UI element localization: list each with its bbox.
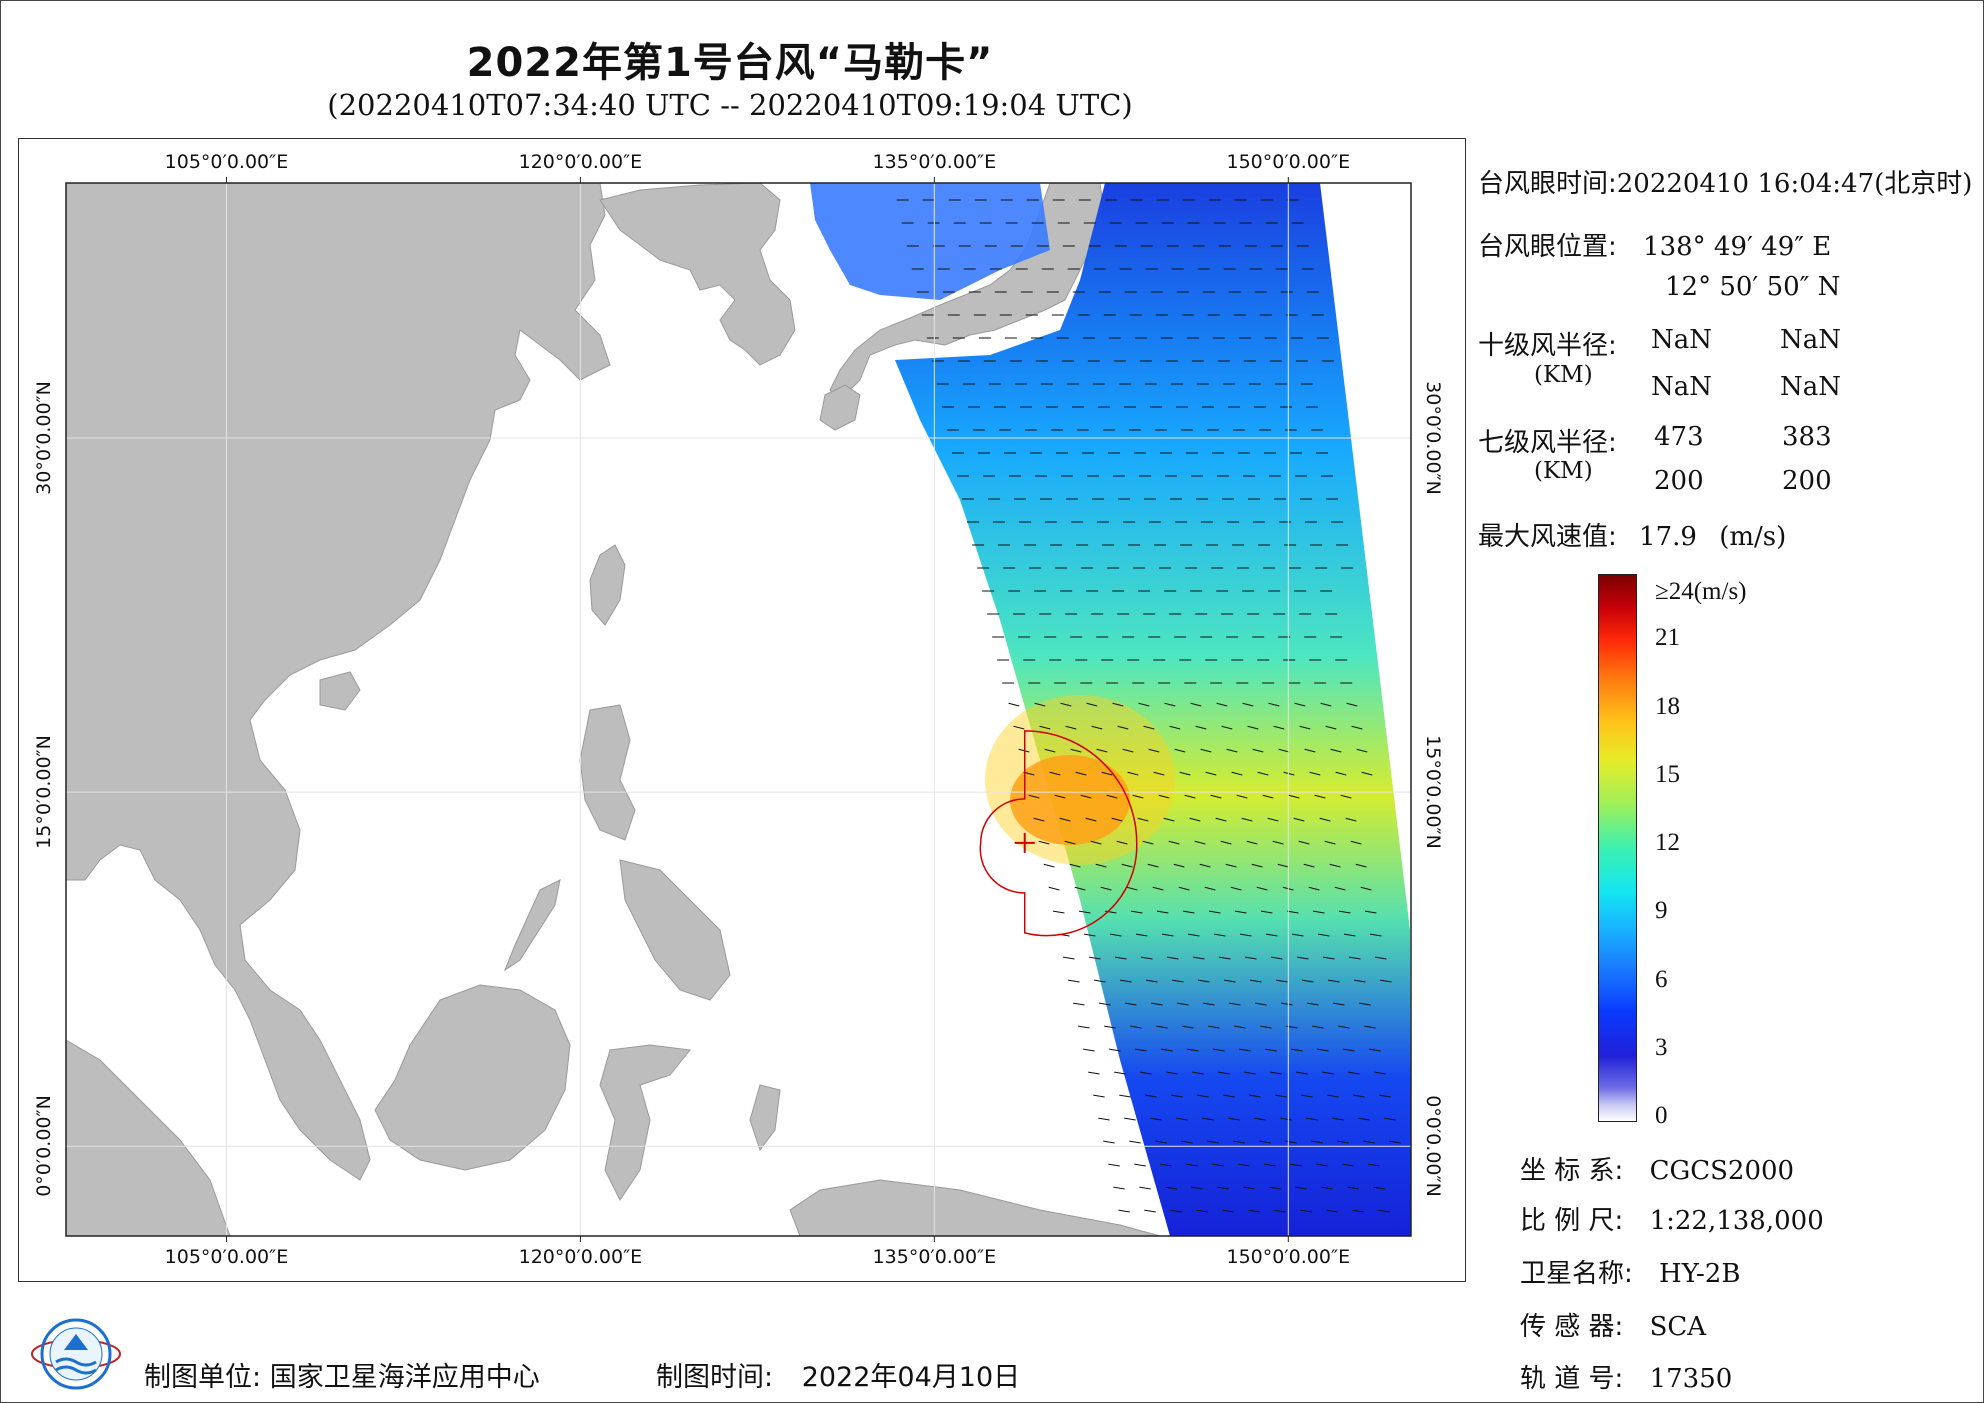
lat-tick-label-right: 30°0′0.00″N (1422, 381, 1444, 495)
r7-label: 七级风半径: (1478, 428, 1617, 458)
colorbar-tick-label: 6 (1655, 965, 1668, 993)
max-wind-row: 最大风速值: 17.9 (m/s) (1478, 516, 1786, 553)
eye-time-row: 台风眼时间:20220410 16:04:47(北京时) (1478, 163, 1972, 200)
land-korea (599, 183, 796, 366)
colorbar-tick-label: 0 (1655, 1102, 1668, 1129)
land-palawan (503, 879, 561, 972)
land-sumatra (66, 1039, 231, 1236)
colorbar-tick-label: 18 (1655, 692, 1680, 720)
lat-tick-label-left: 15°0′0.00″N (33, 735, 55, 849)
r7-value-4: 200 (1782, 466, 1832, 496)
eye-lat-value: 12° 50′ 50″ N (1665, 272, 1841, 302)
r10-value-1: NaN (1651, 325, 1713, 355)
max-wind-unit: (m/s) (1719, 522, 1787, 552)
land-hainan (319, 671, 361, 711)
map-subtitle: (20220410T07:34:40 UTC -- 20220410T09:19… (327, 88, 1133, 122)
land-new-guinea (789, 1179, 1161, 1236)
sensor-label: 传 感 器: (1520, 1312, 1624, 1342)
swath-high-wind-core (1010, 755, 1130, 845)
eye-time-value: 20220410 16:04:47(北京时) (1616, 169, 1973, 199)
satellite-row: 卫星名称: HY-2B (1520, 1253, 1740, 1290)
sensor-value: SCA (1649, 1312, 1707, 1342)
lon-tick-label-top: 105°0′0.00″E (164, 151, 289, 173)
r7-value-3: 200 (1654, 466, 1704, 496)
colorbar-tick-label: 9 (1655, 897, 1668, 925)
footer-org-value: 国家卫星海洋应用中心 (269, 1362, 540, 1393)
r7-value-2: 383 (1782, 422, 1832, 452)
land-mainland (66, 183, 611, 1181)
map-title: 2022年第1号台风“马勒卡” (466, 40, 994, 86)
typhoon-eye-marker (1014, 832, 1035, 853)
wind-colorbar (1598, 574, 1637, 1122)
orbit-label: 轨 道 号: (1520, 1364, 1624, 1394)
r10-unit: (KM) (1534, 362, 1593, 388)
land-borneo (374, 984, 571, 1171)
colorbar-tick-label: 21 (1655, 624, 1680, 652)
crs-label: 坐 标 系: (1520, 1156, 1624, 1186)
lat-tick-label-left: 30°0′0.00″N (33, 381, 55, 495)
footer-date-label: 制图时间: (656, 1362, 774, 1393)
colorbar-tick-label: 15 (1655, 760, 1680, 788)
eye-lon-value: 138° 49′ 49″ E (1643, 232, 1832, 262)
colorbar-tick-label: 3 (1655, 1033, 1668, 1061)
colorbar-top-label: ≥24(m/s) (1655, 578, 1747, 605)
land-layer (66, 183, 1161, 1236)
r10-value-3: NaN (1651, 372, 1713, 402)
orbit-value: 17350 (1649, 1364, 1733, 1394)
lon-tick-label-bottom: 120°0′0.00″E (518, 1246, 643, 1268)
wind-vectors (896, 199, 1401, 1213)
orbit-row: 轨 道 号: 17350 (1520, 1358, 1732, 1395)
footer-date: 制图时间: 2022年04月10日 (656, 1355, 1020, 1394)
lon-tick-label-top: 135°0′0.00″E (872, 151, 997, 173)
lat-tick-label-right: 0°0′0.00″N (1422, 1095, 1444, 1198)
scale-row: 比 例 尺: 1:22,138,000 (1520, 1200, 1824, 1237)
lon-tick-label-top: 120°0′0.00″E (518, 151, 643, 173)
footer-org: 制图单位: 国家卫星海洋应用中心 (144, 1355, 540, 1394)
r10-label: 十级风半径: (1478, 331, 1617, 361)
nsoas-logo-icon (31, 1318, 121, 1390)
eye-pos-label: 台风眼位置: (1478, 232, 1617, 262)
r10-value-2: NaN (1780, 325, 1842, 355)
lon-tick-label-bottom: 150°0′0.00″E (1226, 1246, 1351, 1268)
land-visayas-mindanao (619, 859, 731, 1001)
lon-tick-label-bottom: 135°0′0.00″E (872, 1246, 997, 1268)
graticule (66, 177, 1411, 1242)
typhoon-layer (979, 730, 1138, 937)
lon-tick-label-top: 150°0′0.00″E (1226, 151, 1351, 173)
eye-time-label: 台风眼时间: (1478, 169, 1617, 199)
footer-date-value: 2022年04月10日 (801, 1362, 1021, 1393)
colorbar-tick-label: 12 (1655, 829, 1680, 856)
max-wind-value: 17.9 (1639, 522, 1697, 552)
sensor-row: 传 感 器: SCA (1520, 1306, 1706, 1343)
eye-pos-row: 台风眼位置: 138° 49′ 49″ E (1478, 226, 1831, 263)
r10-value-4: NaN (1780, 372, 1842, 402)
r7-value-1: 473 (1654, 422, 1704, 452)
lon-tick-label-bottom: 105°0′0.00″E (164, 1246, 289, 1268)
wind-swath (810, 183, 1411, 1236)
r7-unit: (KM) (1534, 458, 1593, 484)
land-luzon (579, 704, 636, 841)
land-halmahera (749, 1084, 781, 1152)
map-inner-border (65, 182, 1412, 1237)
land-taiwan (589, 544, 626, 626)
max-wind-label: 最大风速值: (1478, 522, 1617, 552)
crs-value: CGCS2000 (1649, 1156, 1795, 1186)
swath-north-patch (810, 183, 1050, 300)
swath-high-wind-ring (985, 695, 1175, 865)
scale-label: 比 例 尺: (1520, 1206, 1624, 1236)
land-sulawesi (599, 1044, 691, 1201)
satellite-value: HY-2B (1659, 1259, 1741, 1289)
crs-row: 坐 标 系: CGCS2000 (1520, 1150, 1794, 1187)
swath-main (895, 183, 1411, 1236)
footer-org-label: 制图单位: (144, 1362, 262, 1393)
land-kyushu (819, 384, 861, 431)
lat-tick-label-left: 0°0′0.00″N (33, 1095, 55, 1198)
lat-tick-label-right: 15°0′0.00″N (1422, 735, 1444, 849)
scale-value: 1:22,138,000 (1649, 1206, 1824, 1236)
wind-radius-7-outline (979, 730, 1138, 937)
satellite-label: 卫星名称: (1520, 1259, 1633, 1289)
